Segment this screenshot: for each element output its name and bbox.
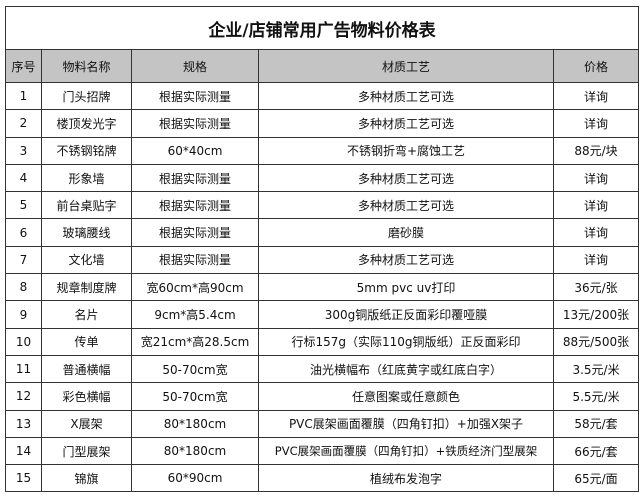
- col-spec-cell: 80*180cm: [131, 436, 259, 466]
- table-row: 12 彩色横幅 50-70cm宽 任意图案或任意颜色 5.5元/米: [5, 382, 640, 411]
- table-row: 11 普通横幅 50-70cm宽 油光横幅布（红底黄字或红底白字） 3.5元/米: [5, 354, 640, 384]
- col-index-cell: 11: [5, 354, 42, 384]
- col-index-cell: 1: [5, 81, 42, 111]
- col-price-cell: 13元/200张: [552, 300, 640, 329]
- col-name-cell: 普通横幅: [41, 354, 132, 384]
- table-row: 6 玻璃腰线 根据实际测量 磨砂膜 详询: [5, 218, 640, 247]
- price-table: 企业/店铺常用广告物料价格表 序号 物料名称 规格 材质工艺 价格 1 门头招牌 根据实际测…: [4, 6, 640, 493]
- col-material-cell: 不锈钢折弯+腐蚀工艺: [258, 136, 554, 165]
- table-row: 10 传单 宽21cm*高28.5cm 行标157g（实际110g铜版纸）正反面彩印 8…: [5, 327, 640, 356]
- col-index-cell: 2: [5, 109, 42, 138]
- header-col-name: 物料名称: [41, 49, 132, 83]
- table-row: 2 楼顶发光字 根据实际测量 多种材质工艺可选 详询: [5, 109, 640, 138]
- header-col-index: 序号: [5, 49, 42, 83]
- col-material-cell: 多种材质工艺可选: [258, 163, 554, 193]
- table-row: 14 门型展架 80*180cm PVC展架画面覆膜（四角钉扣）+铁质经济门型展架 66…: [5, 436, 640, 466]
- col-spec-cell: 宽21cm*高28.5cm: [131, 327, 259, 356]
- col-spec-cell: 根据实际测量: [131, 109, 259, 138]
- header-col-price: 价格: [552, 49, 640, 83]
- table-row: 5 前台桌贴字 根据实际测量 多种材质工艺可选 详询: [5, 191, 640, 220]
- col-index-cell: 12: [5, 382, 42, 411]
- header-col-material: 材质工艺: [258, 49, 554, 83]
- col-price-cell: 88元/块: [552, 136, 640, 165]
- table-row: 8 规章制度牌 宽60cm*高90cm 5mm pvc uv打印 36元/张: [5, 273, 640, 302]
- col-material-cell: 植绒布发泡字: [258, 464, 554, 493]
- col-price-cell: 5.5元/米: [552, 382, 640, 411]
- col-spec-cell: 50-70cm宽: [131, 382, 259, 411]
- col-material-cell: 5mm pvc uv打印: [258, 273, 554, 302]
- col-spec-cell: 9cm*高5.4cm: [131, 300, 259, 329]
- col-material-cell: PVC展架画面覆膜（四角钉扣）+加强X架子: [258, 409, 554, 438]
- col-spec-cell: 80*180cm: [131, 409, 259, 438]
- col-name-cell: 彩色横幅: [41, 382, 132, 411]
- col-material-cell: 多种材质工艺可选: [258, 245, 554, 275]
- col-index-cell: 5: [5, 191, 42, 220]
- col-price-cell: 36元/张: [552, 273, 640, 302]
- col-spec-cell: 宽60cm*高90cm: [131, 273, 259, 302]
- col-price-cell: 详询: [552, 245, 640, 275]
- col-price-cell: 详询: [552, 81, 640, 111]
- table-row: 4 形象墙 根据实际测量 多种材质工艺可选 详询: [5, 163, 640, 193]
- col-price-cell: 88元/500张: [552, 327, 640, 356]
- col-index-cell: 6: [5, 218, 42, 247]
- col-material-cell: 行标157g（实际110g铜版纸）正反面彩印: [258, 327, 554, 356]
- col-price-cell: 详询: [552, 109, 640, 138]
- table-row: 1 门头招牌 根据实际测量 多种材质工艺可选 详询: [5, 81, 640, 111]
- col-price-cell: 3.5元/米: [552, 354, 640, 384]
- col-material-cell: 多种材质工艺可选: [258, 191, 554, 220]
- col-material-cell: 油光横幅布（红底黄字或红底白字）: [258, 354, 554, 384]
- col-material-cell: 300g铜版纸正反面彩印覆哑膜: [258, 300, 554, 329]
- col-spec-cell: 60*40cm: [131, 136, 259, 165]
- col-name-cell: 文化墙: [41, 245, 132, 275]
- table-title: 企业/店铺常用广告物料价格表: [4, 6, 640, 50]
- col-spec-cell: 根据实际测量: [131, 81, 259, 111]
- col-price-cell: 58元/套: [552, 409, 640, 438]
- col-price-cell: 66元/套: [552, 436, 640, 466]
- col-index-cell: 4: [5, 163, 42, 193]
- table-row: 3 不锈钢铭牌 60*40cm 不锈钢折弯+腐蚀工艺 88元/块: [5, 136, 640, 165]
- col-spec-cell: 根据实际测量: [131, 191, 259, 220]
- table-row: 7 文化墙 根据实际测量 多种材质工艺可选 详询: [5, 245, 640, 275]
- col-price-cell: 详询: [552, 163, 640, 193]
- col-index-cell: 10: [5, 327, 42, 356]
- col-name-cell: 前台桌贴字: [41, 191, 132, 220]
- col-material-cell: 多种材质工艺可选: [258, 109, 554, 138]
- table-row: 15 锦旗 60*90cm 植绒布发泡字 65元/面: [5, 464, 640, 493]
- col-spec-cell: 根据实际测量: [131, 245, 259, 275]
- col-index-cell: 7: [5, 245, 42, 275]
- col-name-cell: 名片: [41, 300, 132, 329]
- col-spec-cell: 60*90cm: [131, 464, 259, 493]
- col-index-cell: 15: [5, 464, 42, 493]
- header-row: 序号 物料名称 规格 材质工艺 价格: [5, 49, 640, 83]
- col-material-cell: 磨砂膜: [258, 218, 554, 247]
- col-index-cell: 9: [5, 300, 42, 329]
- col-price-cell: 65元/面: [552, 464, 640, 493]
- col-name-cell: 锦旗: [41, 464, 132, 493]
- col-name-cell: 不锈钢铭牌: [41, 136, 132, 165]
- col-name-cell: 规章制度牌: [41, 273, 132, 302]
- col-material-cell: 任意图案或任意颜色: [258, 382, 554, 411]
- col-name-cell: 玻璃腰线: [41, 218, 132, 247]
- header-col-spec: 规格: [131, 49, 259, 83]
- col-spec-cell: 50-70cm宽: [131, 354, 259, 384]
- table-row: 13 X展架 80*180cm PVC展架画面覆膜（四角钉扣）+加强X架子 58元/套: [5, 409, 640, 438]
- col-material-cell: PVC展架画面覆膜（四角钉扣）+铁质经济门型展架: [258, 436, 554, 466]
- col-price-cell: 详询: [552, 191, 640, 220]
- col-material-cell: 多种材质工艺可选: [258, 81, 554, 111]
- col-name-cell: 门型展架: [41, 436, 132, 466]
- col-name-cell: X展架: [41, 409, 132, 438]
- col-index-cell: 14: [5, 436, 42, 466]
- col-name-cell: 形象墙: [41, 163, 132, 193]
- col-index-cell: 3: [5, 136, 42, 165]
- col-spec-cell: 根据实际测量: [131, 218, 259, 247]
- col-index-cell: 13: [5, 409, 42, 438]
- col-price-cell: 详询: [552, 218, 640, 247]
- col-index-cell: 8: [5, 273, 42, 302]
- col-name-cell: 传单: [41, 327, 132, 356]
- col-name-cell: 楼顶发光字: [41, 109, 132, 138]
- col-name-cell: 门头招牌: [41, 81, 132, 111]
- col-spec-cell: 根据实际测量: [131, 163, 259, 193]
- table-row: 9 名片 9cm*高5.4cm 300g铜版纸正反面彩印覆哑膜 13元/200张: [5, 300, 640, 329]
